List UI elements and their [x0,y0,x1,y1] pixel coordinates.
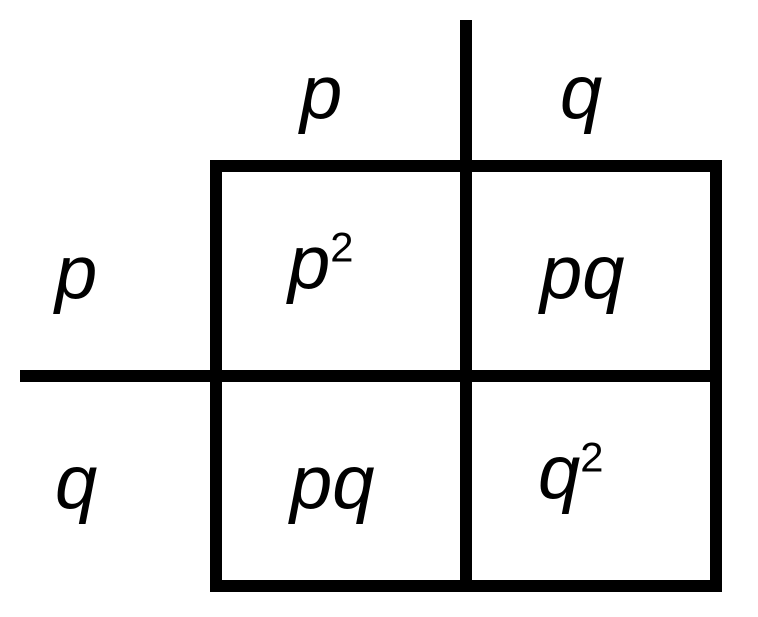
col-header-1-text: q [560,50,602,135]
cell-0-0: p2 [288,225,354,301]
cell-1-1: q2 [538,435,604,511]
cell-0-0-base: p [288,220,330,305]
cell-1-0-base: pq [290,440,375,525]
cell-1-1-base: q [538,430,580,515]
cell-0-1: pq [540,235,625,311]
mid-horizontal [20,370,722,382]
cell-1-0: pq [290,445,375,521]
row-header-0-text: p [55,230,97,315]
row-header-0: p [55,235,97,311]
cell-0-0-sup: 2 [330,224,353,271]
cell-0-1-base: pq [540,230,625,315]
row-header-1: q [55,445,97,521]
col-header-1: q [560,55,602,131]
row-header-1-text: q [55,440,97,525]
col-header-0: p [300,55,342,131]
cell-1-1-sup: 2 [580,434,603,481]
col-header-0-text: p [300,50,342,135]
mid-vertical [460,20,472,592]
punnett-square: { "diagram": { "type": "punnett-square",… [0,0,758,617]
